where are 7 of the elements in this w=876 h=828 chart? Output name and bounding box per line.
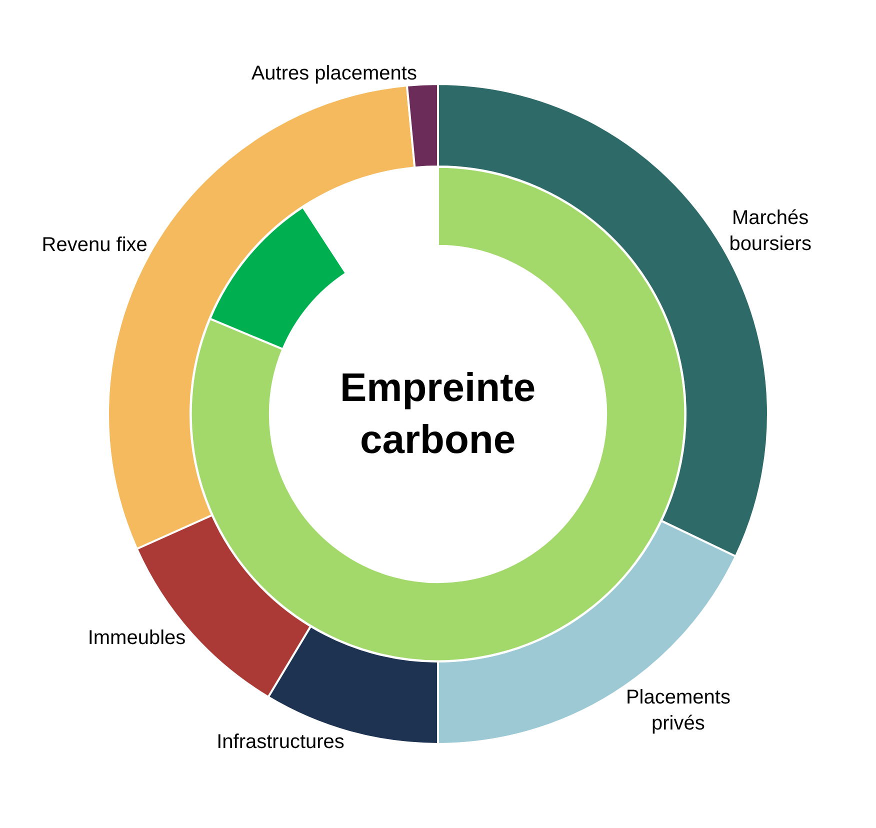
slice-label: Immeubles <box>88 626 186 649</box>
slice-label: Placements privés <box>626 686 730 734</box>
slice-label: Infrastructures <box>216 731 344 754</box>
slice-label: Revenu fixe <box>42 234 148 256</box>
slice-label: Marchés boursiers <box>729 207 812 256</box>
slice-label: Autres placements <box>251 62 417 84</box>
text: Empreinte carbone <box>340 366 536 462</box>
